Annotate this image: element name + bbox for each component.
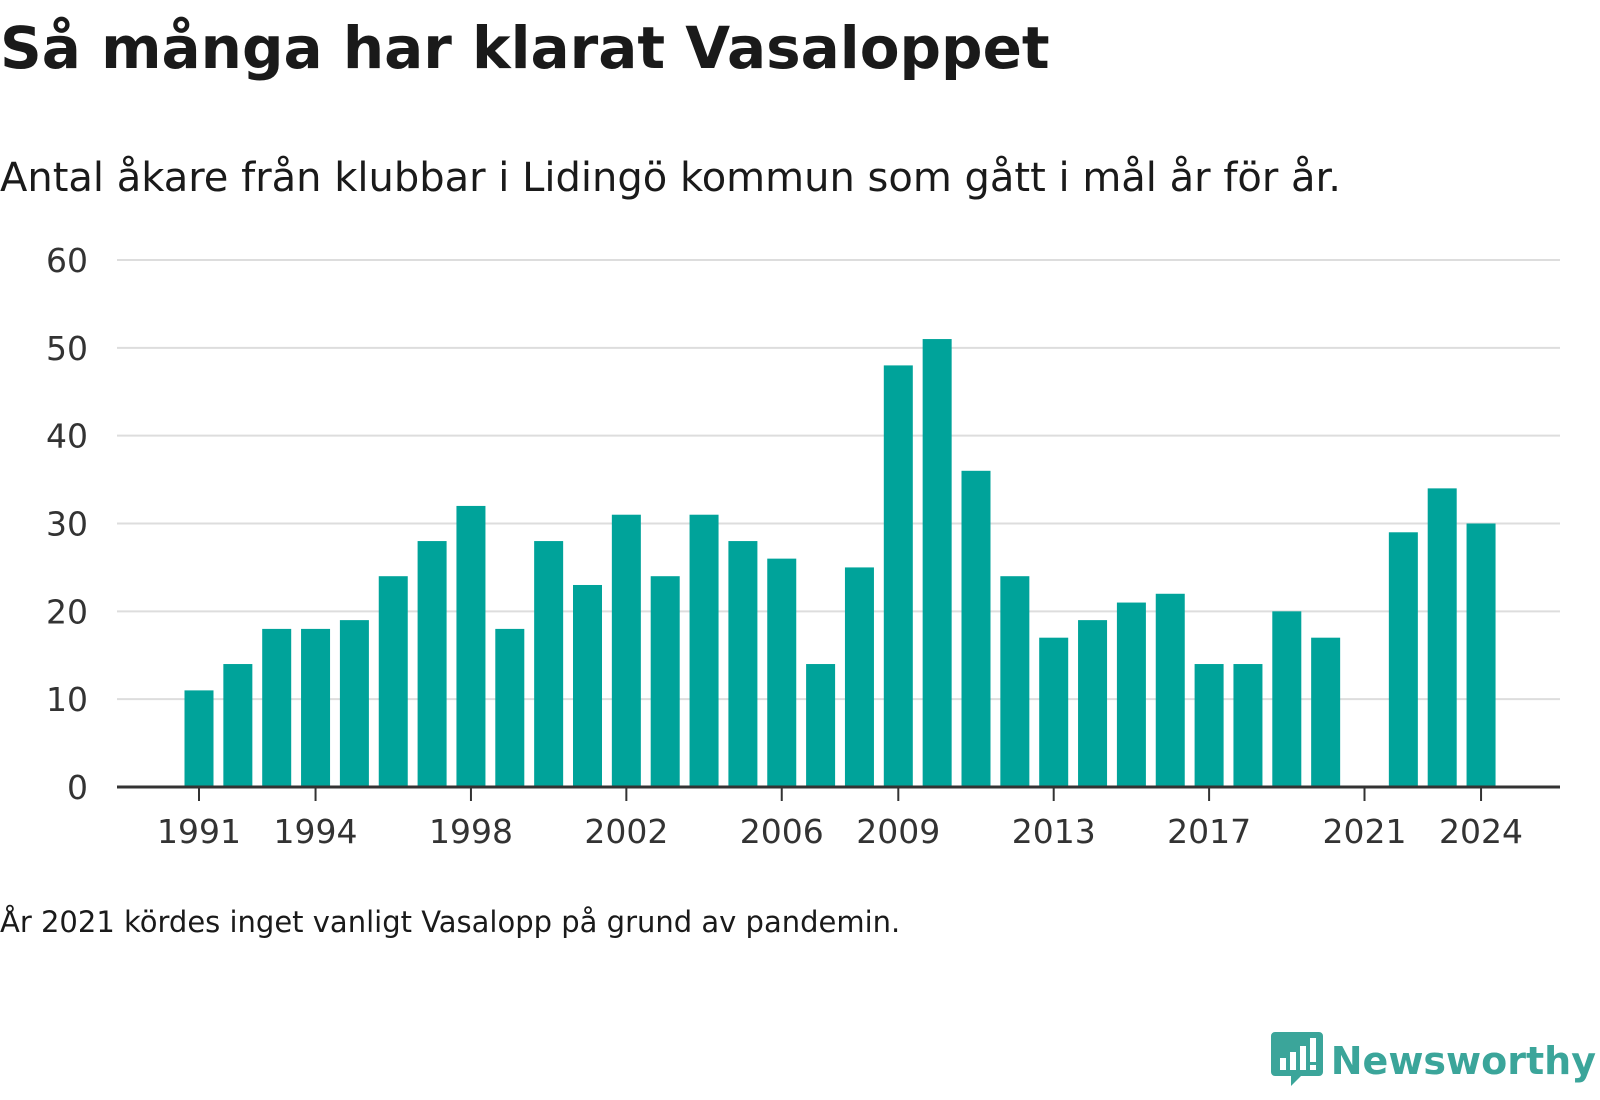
brand-logo: Newsworthy (1270, 1030, 1596, 1092)
x-tick-label: 1991 (157, 812, 241, 851)
bar: 2006: 26 (767, 558, 797, 787)
bars: 1991: 11 1992: 14 1993: 18 1994: 18 1995: 19… (184, 339, 1496, 787)
bar: 2010: 51 (922, 339, 952, 787)
bar: 2004: 31 (689, 514, 719, 787)
x-tick-label: 2017 (1167, 812, 1251, 851)
bar: 2007: 14 (806, 664, 836, 787)
y-tick-label: 30 (46, 505, 88, 544)
bar: 1998: 32 (456, 505, 486, 787)
bar: 2013: 17 (1039, 637, 1069, 787)
x-tick-label: 2021 (1323, 812, 1407, 851)
bar: 2009: 48 (883, 365, 913, 787)
y-axis-tick-labels: 0 10 20 30 40 50 60 (46, 241, 88, 807)
bar: 2000: 28 (534, 541, 564, 787)
x-axis-tick-labels: 1991 1994 1998 2002 2006 2009 2013 2017 2021 2024 (157, 812, 1523, 851)
bar: 2020: 17 (1311, 637, 1341, 787)
bar: 2003: 24 (650, 576, 680, 787)
chart-subtitle: Antal åkare från klubbar i Lidingö kommu… (0, 155, 1342, 201)
bar: 2023: 34 (1427, 488, 1457, 787)
bar: 2018: 14 (1233, 664, 1263, 787)
bar: 1993: 18 (262, 628, 292, 787)
x-tick-label: 1998 (429, 812, 513, 851)
bar: 2001: 23 (573, 584, 602, 787)
bar: 2005: 28 (728, 541, 758, 787)
bar: 1992: 14 (223, 664, 253, 787)
bar: 2022: 29 (1388, 532, 1418, 787)
bar: 2008: 25 (844, 567, 874, 787)
footnote: År 2021 kördes inget vanligt Vasalopp på… (0, 905, 901, 939)
y-tick-label: 60 (46, 241, 88, 280)
bar: 2011: 36 (961, 470, 991, 787)
y-tick-label: 0 (67, 768, 88, 807)
gridlines (117, 259, 1560, 701)
y-tick-label: 20 (46, 592, 88, 631)
bar: 2017: 14 (1194, 664, 1224, 787)
bar: 2024: 30 (1466, 523, 1496, 787)
y-tick-label: 10 (46, 680, 88, 719)
bar: 2015: 21 (1116, 602, 1146, 787)
x-tick-label: 2024 (1439, 812, 1523, 851)
x-tick-label: 2013 (1012, 812, 1096, 851)
x-tick-label: 2009 (856, 812, 940, 851)
chart-title: Så många har klarat Vasaloppet (0, 14, 1050, 82)
bar: 1996: 24 (378, 576, 408, 787)
bar: 1997: 28 (417, 541, 447, 787)
bar-chart-speech-bubble-icon (1270, 1030, 1323, 1092)
y-tick-label: 40 (46, 417, 88, 456)
bar: 1995: 19 (339, 620, 369, 787)
bar: 2014: 19 (1078, 620, 1108, 787)
brand-name: Newsworthy (1330, 1039, 1596, 1083)
bar: 2002: 31 (611, 514, 641, 787)
bar: 2016: 22 (1155, 593, 1185, 787)
bar: 2019: 20 (1272, 611, 1302, 787)
bar: 1999: 18 (495, 628, 525, 787)
x-tick-label: 1994 (274, 812, 358, 851)
x-tick-label: 2006 (740, 812, 824, 851)
bar: 1991: 11 (184, 690, 214, 787)
x-axis (117, 785, 1560, 801)
bar: 2012: 24 (1000, 576, 1030, 787)
bar: 1994: 18 (301, 628, 331, 787)
y-tick-label: 50 (46, 329, 88, 368)
x-tick-label: 2002 (584, 812, 668, 851)
